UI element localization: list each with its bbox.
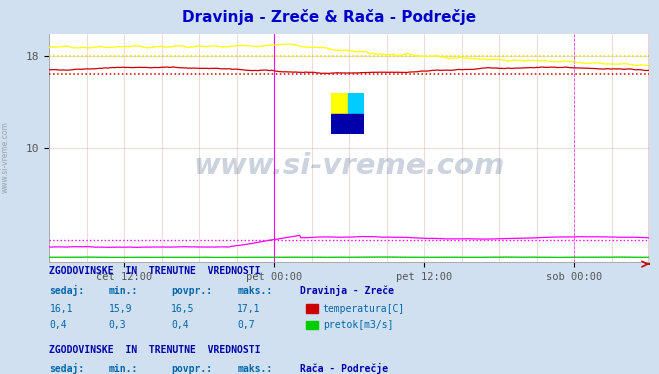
Bar bbox=[331, 114, 348, 134]
Text: maks.:: maks.: bbox=[237, 286, 272, 295]
Text: min.:: min.: bbox=[109, 364, 138, 374]
Text: maks.:: maks.: bbox=[237, 364, 272, 374]
Text: sedaj:: sedaj: bbox=[49, 363, 84, 374]
Text: Rača - Podrečje: Rača - Podrečje bbox=[300, 363, 388, 374]
Text: www.si-vreme.com: www.si-vreme.com bbox=[194, 152, 505, 180]
Text: Dravinja - Zreče: Dravinja - Zreče bbox=[300, 285, 394, 295]
Text: pretok[m3/s]: pretok[m3/s] bbox=[323, 321, 393, 330]
Text: Dravinja - Zreče & Rača - Podrečje: Dravinja - Zreče & Rača - Podrečje bbox=[183, 9, 476, 25]
Bar bbox=[331, 93, 348, 114]
Text: sedaj:: sedaj: bbox=[49, 285, 84, 295]
Text: povpr.:: povpr.: bbox=[171, 364, 212, 374]
Text: ZGODOVINSKE  IN  TRENUTNE  VREDNOSTI: ZGODOVINSKE IN TRENUTNE VREDNOSTI bbox=[49, 266, 261, 276]
Text: 0,7: 0,7 bbox=[237, 321, 255, 330]
Text: 0,3: 0,3 bbox=[109, 321, 127, 330]
Text: temperatura[C]: temperatura[C] bbox=[323, 304, 405, 313]
Text: 17,1: 17,1 bbox=[237, 304, 261, 313]
Text: 15,9: 15,9 bbox=[109, 304, 132, 313]
Text: povpr.:: povpr.: bbox=[171, 286, 212, 295]
Bar bbox=[348, 114, 364, 134]
Text: min.:: min.: bbox=[109, 286, 138, 295]
Text: www.si-vreme.com: www.si-vreme.com bbox=[1, 121, 10, 193]
Text: 0,4: 0,4 bbox=[49, 321, 67, 330]
Text: 16,5: 16,5 bbox=[171, 304, 195, 313]
Bar bbox=[348, 93, 364, 114]
Text: ZGODOVINSKE  IN  TRENUTNE  VREDNOSTI: ZGODOVINSKE IN TRENUTNE VREDNOSTI bbox=[49, 345, 261, 355]
Text: 16,1: 16,1 bbox=[49, 304, 73, 313]
Text: 0,4: 0,4 bbox=[171, 321, 189, 330]
